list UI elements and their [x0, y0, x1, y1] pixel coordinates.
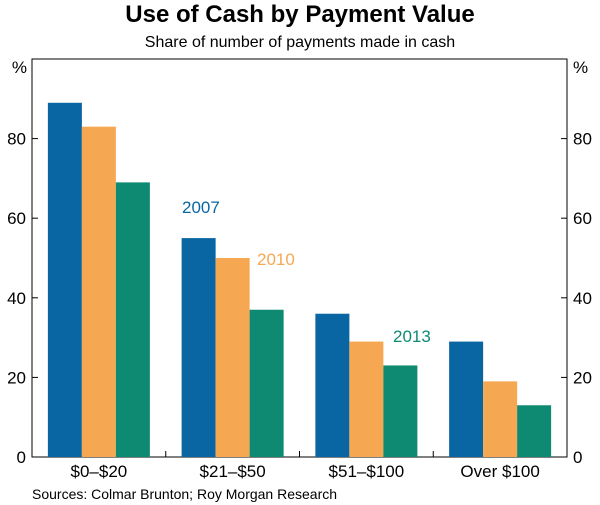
bars	[47, 102, 552, 457]
bar-2013-3	[517, 405, 552, 457]
chart-subtitle: Share of number of payments made in cash	[145, 34, 455, 51]
series-label-2013: 2013	[393, 327, 431, 346]
bar-2007-2	[315, 313, 350, 457]
y-tick-label-left: 0	[17, 448, 26, 467]
series-label-2007: 2007	[182, 198, 220, 217]
category-label: $21–$50	[200, 462, 266, 481]
chart-source: Sources: Colmar Brunton; Roy Morgan Rese…	[32, 486, 337, 502]
y-axis-unit-left: %	[12, 58, 27, 77]
y-tick-label-right: 0	[573, 448, 582, 467]
bar-2010-0	[81, 126, 116, 457]
y-tick-label-right: 80	[573, 130, 592, 149]
bar-2010-2	[349, 341, 384, 457]
category-label: Over $100	[460, 462, 539, 481]
bar-2007-0	[47, 102, 82, 457]
y-axis-ticks: 0 0 20 20 40 40 60 60 80 80	[7, 130, 592, 467]
y-tick-label-left: 80	[7, 130, 26, 149]
y-tick-label-right: 40	[573, 289, 592, 308]
bar-2010-1	[215, 258, 250, 457]
bar-2010-3	[483, 381, 518, 457]
bar-2013-2	[383, 365, 418, 457]
category-labels: $0–$20 $21–$50 $51–$100 Over $100	[71, 462, 540, 481]
bar-2007-1	[181, 238, 216, 457]
y-axis-unit-right: %	[573, 58, 588, 77]
x-axis-ticks	[165, 451, 434, 457]
y-tick-label-left: 60	[7, 209, 26, 228]
bar-2007-3	[449, 341, 484, 457]
y-tick-label-left: 40	[7, 289, 26, 308]
category-label: $0–$20	[71, 462, 128, 481]
category-label: $51–$100	[329, 462, 405, 481]
series-label-2010: 2010	[257, 250, 295, 269]
chart-title: Use of Cash by Payment Value	[125, 1, 474, 28]
y-tick-label-left: 20	[7, 368, 26, 387]
bar-2013-1	[249, 309, 284, 457]
y-tick-label-right: 60	[573, 209, 592, 228]
bar-2013-0	[115, 182, 150, 457]
y-tick-label-right: 20	[573, 368, 592, 387]
